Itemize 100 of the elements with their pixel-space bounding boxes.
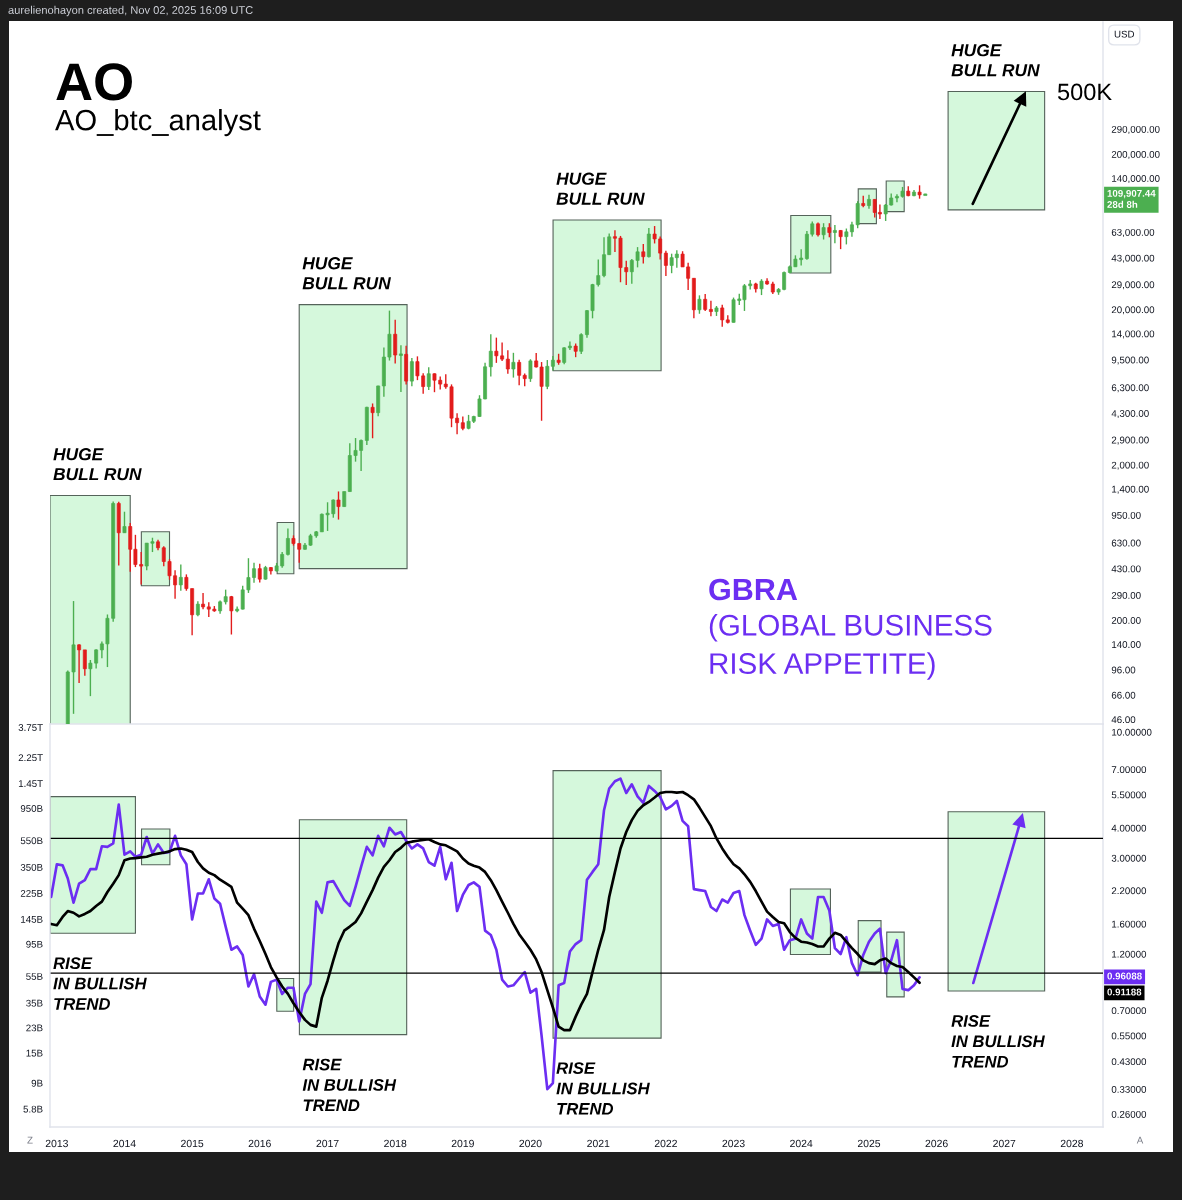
band-label: RISE IN BULLISH TREND <box>302 1058 397 1112</box>
candlestick <box>709 300 713 317</box>
y-tick-label: 9,500.00 <box>1111 356 1149 365</box>
y-tick-label: 3.75T <box>18 724 43 731</box>
y-tick-label: 29,000.00 <box>1111 281 1155 290</box>
y-tick-label: 200,000.00 <box>1111 150 1160 160</box>
x-tick-label: 2022 <box>654 1139 677 1148</box>
y-tick-label: 350B <box>20 863 43 871</box>
y-tick-label: 0.55000 <box>1111 1032 1147 1040</box>
text: 0.96088 <box>1107 972 1142 980</box>
x-tick-label: 2023 <box>722 1139 745 1148</box>
candlestick <box>579 332 584 355</box>
band-label: HUGE BULL RUN <box>556 172 645 205</box>
y-tick-label: 4,300.00 <box>1111 410 1149 419</box>
x-tick-label: 2020 <box>519 1139 542 1148</box>
candlestick <box>505 349 510 375</box>
band-label: RISE IN BULLISH TREND <box>951 1015 1045 1068</box>
y-tick-label: 23B <box>26 1024 43 1032</box>
y-tick-label: 66.00 <box>1111 691 1136 699</box>
candlestick <box>641 243 646 265</box>
candlestick <box>370 402 375 439</box>
text: AO <box>56 63 132 101</box>
text: Z <box>27 1136 33 1144</box>
y-tick-label: 145B <box>21 915 43 923</box>
candlestick <box>488 333 493 378</box>
band-label: HUGE BULL RUN <box>53 448 142 481</box>
candlestick <box>832 224 837 244</box>
candlestick <box>257 562 262 584</box>
band-label: RISE IN BULLISH TREND <box>556 1062 650 1115</box>
candlestick <box>511 352 516 379</box>
y-tick-label: 43,000.00 <box>1111 254 1155 263</box>
y-tick-label: 2.25T <box>18 754 43 762</box>
y-tick-label: 20,000.00 <box>1111 306 1155 315</box>
x-tick-label: 2014 <box>113 1139 136 1148</box>
y-tick-label: 55B <box>26 973 43 980</box>
y-tick-label: 35B <box>26 999 43 1007</box>
text: AO_btc_analyst <box>55 109 261 137</box>
band-label: HUGE BULL RUN <box>302 257 391 290</box>
candlestick <box>838 229 843 250</box>
candlestick <box>646 227 651 259</box>
x-tick-label: 2018 <box>384 1139 407 1148</box>
text: 0.91188 <box>1107 988 1142 996</box>
y-tick-label: 5.8B <box>23 1105 43 1113</box>
candlestick <box>77 643 82 684</box>
band-label: HUGE BULL RUN <box>951 44 1040 77</box>
y-tick-label: 10.00000 <box>1112 728 1152 736</box>
y-tick-label: 0.26000 <box>1111 1110 1147 1118</box>
y-tick-label: 5.50000 <box>1111 791 1147 799</box>
y-tick-label: 550B <box>20 837 43 845</box>
x-tick-label: 2019 <box>451 1139 474 1148</box>
y-tick-label: 95B <box>26 940 43 948</box>
x-tick-label: 2016 <box>248 1139 271 1148</box>
y-tick-label: 0.33000 <box>1111 1085 1147 1093</box>
y-tick-label: 0.43000 <box>1111 1058 1147 1066</box>
x-tick-label: 2017 <box>316 1139 339 1148</box>
text: aurelienohayon created, Nov 02, 2025 16:09 UTC <box>8 5 253 17</box>
candlestick <box>720 304 725 328</box>
y-tick-label: 1.60000 <box>1112 920 1147 928</box>
x-tick-label: 2027 <box>993 1139 1016 1148</box>
y-tick-label: 2,900.00 <box>1111 436 1149 445</box>
y-tick-label: 290,000.00 <box>1111 125 1160 134</box>
candlestick <box>229 595 234 636</box>
y-tick-label: 430.00 <box>1111 565 1141 573</box>
chart-subtitle: (GLOBAL BUSINESS RISK APPETITE) <box>709 614 992 680</box>
x-tick-label: 2028 <box>1060 1139 1084 1148</box>
y-tick-label: 0.70000 <box>1111 1007 1147 1015</box>
candlestick <box>285 527 290 557</box>
y-tick-label: 630.00 <box>1111 539 1141 547</box>
y-tick-label: 1.20000 <box>1112 950 1147 958</box>
y-tick-label: 7.00000 <box>1111 766 1147 774</box>
candlestick <box>409 357 414 387</box>
y-tick-label: 950B <box>20 805 43 812</box>
candlestick <box>201 592 205 610</box>
candlestick <box>528 358 533 383</box>
y-tick-label: 14,000.00 <box>1112 330 1155 339</box>
y-tick-label: 3.00000 <box>1111 854 1147 862</box>
candlestick <box>697 294 702 315</box>
candlestick <box>568 340 572 351</box>
x-tick-label: 2026 <box>925 1139 948 1148</box>
y-tick-label: 9B <box>31 1079 43 1087</box>
y-tick-label: 96.00 <box>1111 666 1136 674</box>
y-tick-label: 6,300.00 <box>1111 384 1149 393</box>
y-tick-label: 15B <box>26 1049 43 1057</box>
text: 109,907.44 28d 8h <box>1107 189 1156 208</box>
y-tick-label: 1.45T <box>18 780 43 788</box>
candlestick <box>178 563 183 592</box>
y-tick-label: 140,000.00 <box>1112 175 1160 184</box>
candlestick <box>393 319 398 365</box>
text: A <box>1136 1136 1144 1144</box>
candlestick <box>122 511 127 534</box>
candlestick <box>426 366 431 391</box>
annotation: 500K <box>1057 83 1112 101</box>
x-tick-label: 2021 <box>587 1139 610 1148</box>
y-tick-label: 140.00 <box>1112 641 1141 648</box>
x-tick-label: 2025 <box>857 1139 881 1148</box>
chart-title: GBRA <box>709 578 798 601</box>
y-tick-label: 225B <box>20 889 43 897</box>
y-tick-label: 200.00 <box>1111 617 1141 624</box>
y-tick-label: 46.00 <box>1111 716 1136 724</box>
candlestick <box>336 490 341 521</box>
